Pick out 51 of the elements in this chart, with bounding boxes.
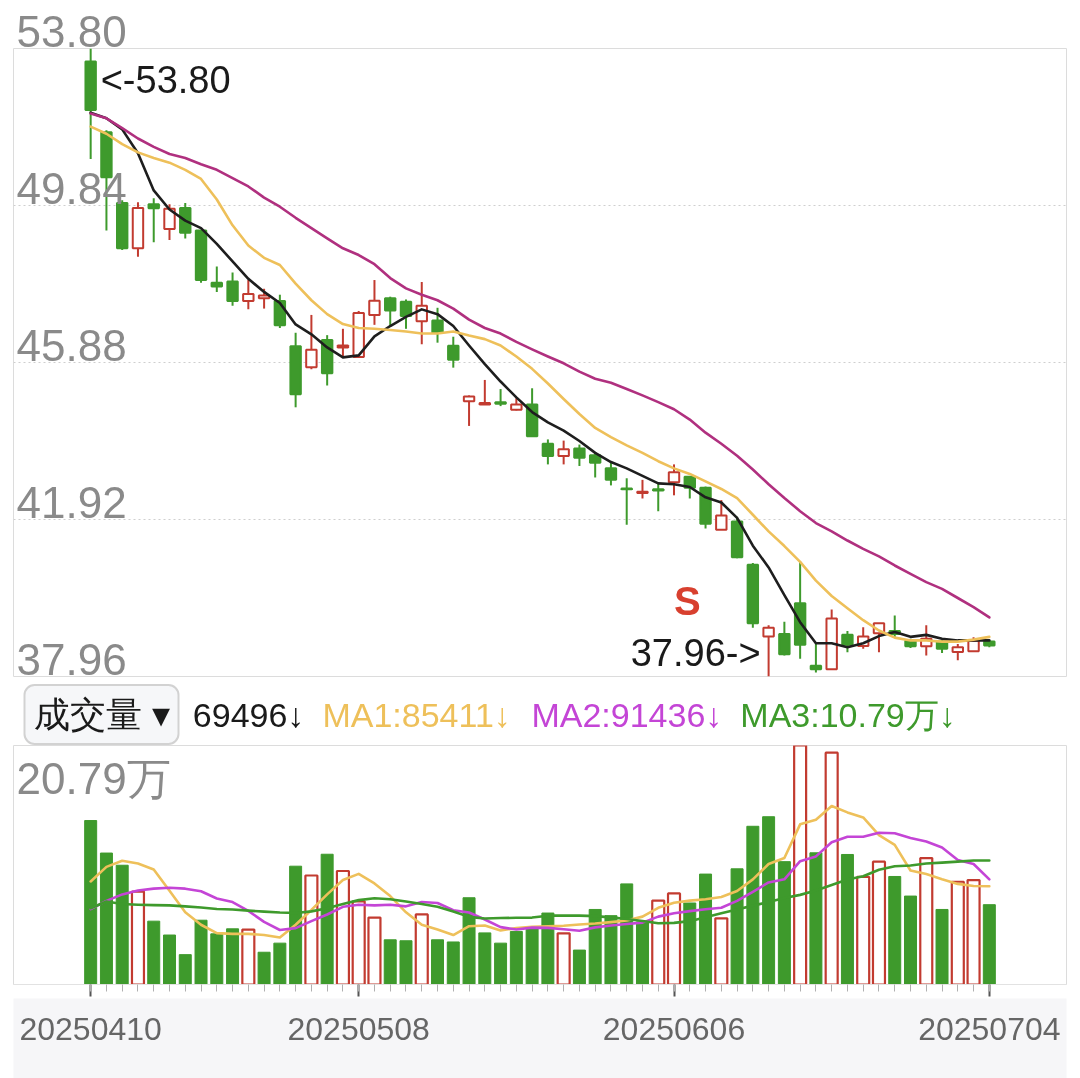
bar [494, 942, 508, 985]
bar [210, 933, 224, 985]
bar [399, 940, 413, 985]
text: MA1:85411↓ [322, 695, 511, 734]
y-tick-label: 41.92 [16, 477, 127, 527]
bar [257, 951, 271, 985]
text: MA2:91436↓ [531, 695, 723, 734]
bar [556, 932, 571, 985]
bar [714, 917, 729, 985]
bar [666, 892, 682, 985]
bar [509, 930, 523, 985]
chart-title: 成交量 ▾ [33, 694, 170, 735]
bar [163, 934, 176, 985]
annotation: S [674, 578, 701, 623]
bar [130, 890, 146, 985]
bar [856, 875, 871, 985]
bar [478, 932, 492, 985]
y-tick-label: 37.96 [16, 634, 127, 684]
bar [793, 745, 808, 985]
x-tick-label: 20250508 [287, 1010, 430, 1047]
bar [982, 904, 996, 985]
bar [226, 928, 240, 985]
bar [431, 939, 445, 985]
bar [414, 913, 429, 985]
bar [919, 856, 934, 985]
text: 69496↓ [192, 695, 305, 734]
bar [383, 939, 397, 985]
bar [147, 920, 161, 985]
x-tick-label: 20250606 [602, 1010, 746, 1047]
bar [304, 874, 319, 985]
bar [178, 954, 192, 985]
bar [572, 949, 586, 985]
x-tick-label: 20250704 [918, 1010, 1061, 1047]
bar [446, 941, 460, 985]
bar [871, 860, 887, 985]
annotation: 37.96-> [630, 631, 761, 674]
bar [273, 942, 287, 985]
y-tick-label: 53.80 [16, 6, 127, 56]
annotation: <-53.80 [100, 58, 231, 101]
bar [335, 869, 351, 985]
bar [241, 928, 256, 985]
bar [525, 928, 539, 985]
bar [935, 908, 949, 985]
bar [194, 919, 208, 985]
y-tick-label: 45.88 [16, 320, 127, 370]
bar [824, 751, 839, 985]
y-axis-title: 20.79万 [16, 753, 171, 803]
bar [904, 895, 917, 985]
text: MA3:10.79万↓ [740, 695, 956, 734]
x-tick-label: 20250410 [19, 1010, 162, 1047]
bar [888, 875, 902, 985]
